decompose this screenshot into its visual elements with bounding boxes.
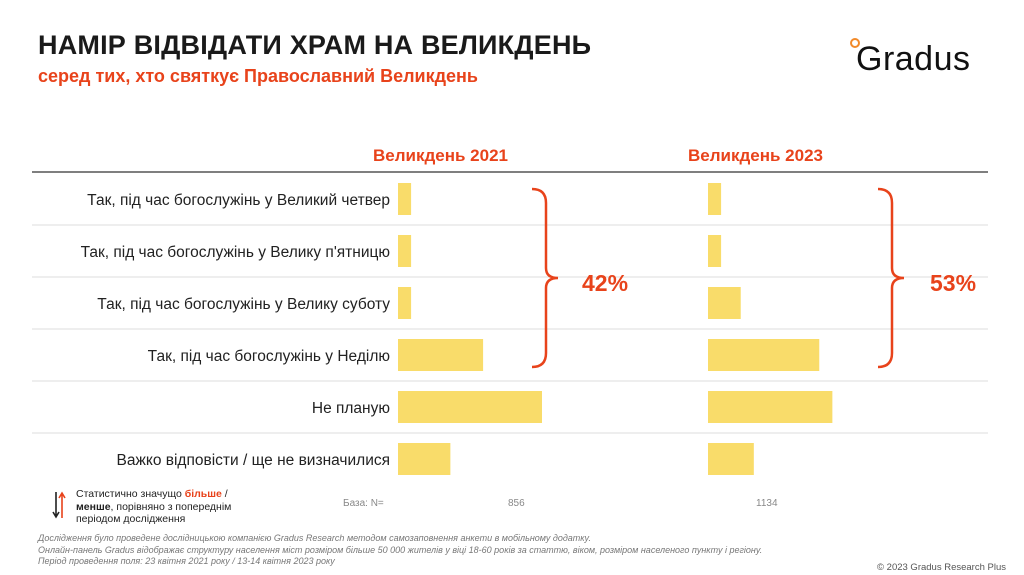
category-label: Так, під час богослужінь у Великий четве… [87,192,390,209]
bar-2023 [708,391,833,423]
up-down-arrows-icon [52,491,66,519]
legend-slash: / [221,488,228,500]
legend-text-3: періодом дослідження [76,513,186,525]
bar-2021 [398,443,451,475]
base-value-2023: 1134 [756,498,778,509]
footnote-line-3: Період проведення поля: 23 квітня 2021 р… [38,556,335,566]
category-label: Важко відповісти / ще не визначилися [117,452,390,469]
sum-bracket [531,187,559,369]
methodology-footnote: Дослідження було проведене дослідницькою… [38,533,858,568]
footnote-line-2: Онлайн-панель Gradus відображає структур… [38,544,763,555]
page-title: НАМІР ВІДВІДАТИ ХРАМ НА ВЕЛИКДЕНЬ [38,30,592,60]
legend-text-2: , порівняно з попереднім [110,500,232,513]
logo-text: Gradus [856,40,971,78]
bar-2021 [398,235,412,267]
sum-bracket [877,187,905,369]
base-value-2021: 856 [508,498,525,509]
series-header-2023: Великдень 2023 [688,146,823,165]
copyright: © 2023 Gradus Research Plus [877,562,1006,573]
series-header-2021: Великдень 2021 [373,146,508,165]
bar-2023 [708,183,722,215]
legend-less: менше [76,500,111,513]
footnote-line-1: Дослідження було проведене дослідницькою… [38,533,591,543]
category-label: Не планую [312,400,390,417]
bar-2021 [398,391,542,423]
bar-chart: Так, під час богослужінь у Великий четве… [32,171,988,475]
bar-2021 [398,339,484,371]
base-label: База: N= [343,498,384,509]
category-label: Так, під час богослужінь у Неділю [148,348,390,365]
legend-more: більше [184,488,222,500]
bar-2023 [708,339,820,371]
logo-dot-icon [850,38,860,48]
bar-2023 [708,235,722,267]
legend-text-1: Статистично значущо [76,488,185,500]
bar-2021 [398,183,412,215]
gradus-logo: Gradus [848,38,998,88]
category-label: Так, під час богослужінь у Велику суботу [97,296,390,313]
bar-2023 [708,443,754,475]
bracket-total-2023: 53% [930,270,977,296]
bar-2023 [708,287,741,319]
page-subtitle: серед тих, хто святкує Православний Вели… [38,66,478,86]
category-label: Так, під час богослужінь у Велику п'ятни… [81,244,390,261]
bracket-total-2021: 42% [582,270,629,296]
bar-2021 [398,287,412,319]
